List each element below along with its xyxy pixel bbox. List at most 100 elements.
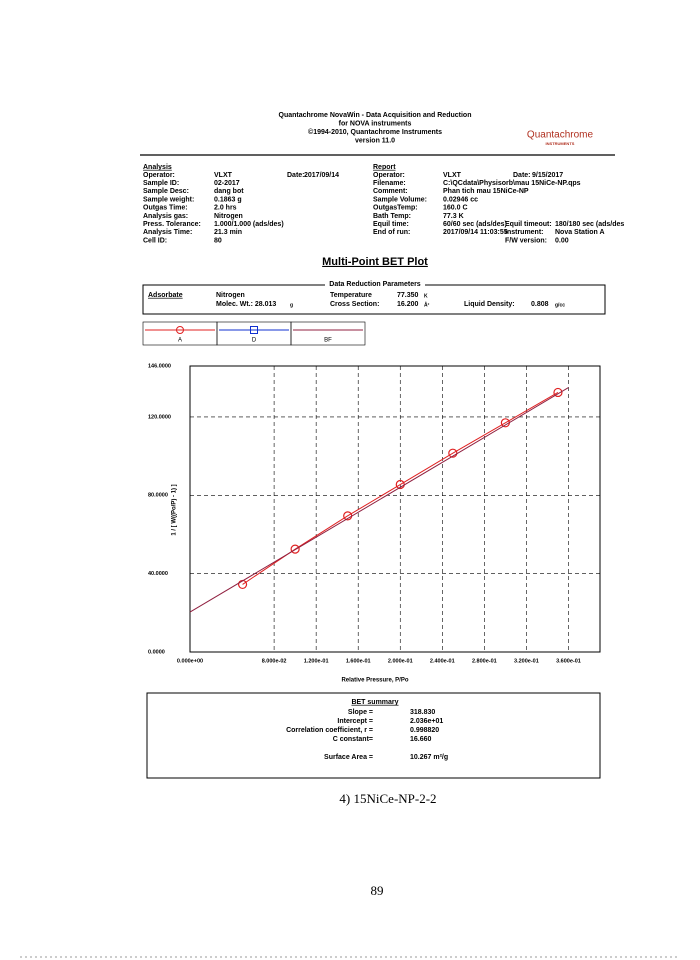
x-tick-label: 1.200e-01 [304, 658, 329, 664]
field-label: OutgasTemp: [373, 205, 418, 212]
caption: 4) 15NiCe-NP-2-2 [339, 791, 436, 806]
y-tick-label: 0.0000 [148, 649, 165, 655]
field-value: VLXT [214, 172, 233, 179]
y-tick-label: 40.0000 [148, 571, 168, 577]
temp-label: Temperature [330, 292, 372, 299]
date: 2017/09/14 [304, 172, 339, 179]
field-value: 2.0 hrs [214, 205, 237, 212]
field-value: 77.3 K [443, 213, 464, 220]
field-label: Equil timeout: [505, 221, 552, 228]
field-value: C:\QCdata\Physisorb\mau 15NiCe-NP.qps [443, 180, 581, 187]
field-label: Press. Tolerance: [143, 221, 201, 228]
field-label: Operator: [143, 172, 175, 179]
field-label: Sample Volume: [373, 196, 427, 203]
header-line: for NOVA instruments [339, 120, 412, 127]
molec-unit: g [290, 302, 293, 308]
field-value: 21.3 min [214, 229, 242, 236]
field-label: Sample ID: [143, 180, 179, 187]
temp: 77.350 [397, 292, 419, 299]
date-label: Date: [513, 172, 531, 179]
field-label: Analysis gas: [143, 213, 188, 220]
header-line: version 11.0 [355, 137, 395, 144]
params-title-bg [325, 279, 425, 289]
summary-label: Correlation coefficient, r = [286, 727, 373, 734]
header-line: ©1994-2010, Quantachrome Instruments [308, 128, 442, 136]
field-value: 80 [214, 237, 222, 244]
field-label: Equil time: [373, 221, 409, 228]
params-title: Data Reduction Parameters [329, 281, 421, 288]
field-value: Phan tich mau 15NiCe-NP [443, 188, 529, 195]
ld-label: Liquid Density: [464, 301, 515, 308]
field-value: Nova Station A [555, 229, 605, 236]
adsorbate: Nitrogen [216, 292, 245, 299]
legend-label: A [178, 338, 182, 344]
x-tick-label: 2.400e-01 [430, 658, 455, 664]
field-value: 2017/09/14 11:03:55 [443, 229, 508, 236]
legend-label: D [252, 338, 257, 344]
report-heading: Report [373, 164, 396, 171]
y-tick-label: 80.0000 [148, 493, 168, 499]
x-tick-label: 0.000e+00 [177, 658, 203, 664]
cs: 16.200 [397, 301, 419, 308]
field-label: F/W version: [505, 237, 547, 244]
ld-unit: g/cc [555, 302, 565, 308]
x-tick-label: 2.000e-01 [388, 658, 413, 664]
plot-title: Multi-Point BET Plot [322, 256, 428, 268]
summary-value: 16.660 [410, 736, 432, 743]
summary-label: Surface Area = [324, 754, 373, 761]
legend-marker [250, 326, 258, 334]
header-line: Quantachrome NovaWin - Data Acquisition … [279, 112, 472, 119]
summary-value: 10.267 m²/g [410, 754, 448, 761]
field-value: 0.02946 cc [443, 196, 478, 203]
temp-unit: K [424, 293, 428, 299]
legend-cell [290, 321, 366, 346]
x-tick-label: 3.600e-01 [556, 658, 581, 664]
date: 9/15/2017 [532, 172, 563, 179]
field-value: VLXT [443, 172, 462, 179]
field-label: Operator: [373, 172, 405, 179]
field-label: Sample weight: [143, 196, 194, 203]
field-label: Sample Desc: [143, 188, 189, 195]
y-tick-label: 146.0000 [148, 363, 171, 369]
logo: Quantachrome [527, 130, 594, 141]
point [448, 448, 458, 458]
field-value: dang bot [214, 188, 244, 195]
field-value: 180/180 sec (ads/des [555, 221, 624, 228]
logo-sub: INSTRUMENTS [546, 141, 575, 146]
field-value: 60/60 sec (ads/des) [443, 221, 507, 228]
field-value: 0.00 [555, 237, 569, 244]
point [553, 387, 563, 398]
ld: 0.808 [531, 301, 549, 308]
field-value: Nitrogen [214, 213, 243, 220]
summary-value: 318.830 [410, 709, 435, 716]
field-value: 160.0 C [443, 205, 468, 212]
molec: Molec. Wt.: 28.013 [216, 301, 276, 308]
y-tick-label: 120.0000 [148, 414, 171, 420]
page-number: 89 [371, 883, 384, 898]
field-label: Cell ID: [143, 237, 167, 244]
field-label: Analysis Time: [143, 229, 192, 236]
field-label: Comment: [373, 188, 408, 195]
cs-unit: Å² [424, 301, 430, 308]
summary-label: Intercept = [337, 718, 373, 725]
x-tick-label: 3.200e-01 [514, 658, 539, 664]
date-label: Date: [287, 172, 305, 179]
summary-label: C constant= [333, 736, 373, 743]
legend-label: BF [324, 338, 332, 344]
cs-label: Cross Section: [330, 301, 379, 308]
y-axis-label: 1 / [ W((Po/P) - 1) ] [172, 484, 178, 535]
adsorbate-label: Adsorbate [148, 292, 183, 299]
summary-title: BET summary [351, 699, 398, 706]
summary-value: 0.998820 [410, 727, 439, 734]
field-label: Outgas Time: [143, 205, 188, 212]
summary-label: Slope = [348, 709, 373, 716]
x-tick-label: 1.600e-01 [346, 658, 371, 664]
summary-box [146, 692, 601, 779]
field-value: 02-2017 [214, 180, 240, 187]
field-value: 0.1863 g [214, 196, 242, 203]
field-label: Filename: [373, 180, 406, 187]
analysis-heading: Analysis [143, 164, 172, 171]
x-axis-label: Relative Pressure, P/Po [341, 678, 408, 684]
field-label: Instrument: [505, 229, 544, 236]
